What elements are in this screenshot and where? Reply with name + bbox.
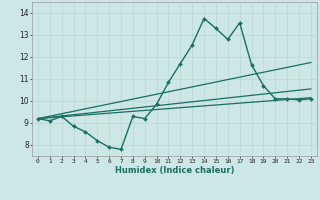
X-axis label: Humidex (Indice chaleur): Humidex (Indice chaleur) [115, 166, 234, 175]
